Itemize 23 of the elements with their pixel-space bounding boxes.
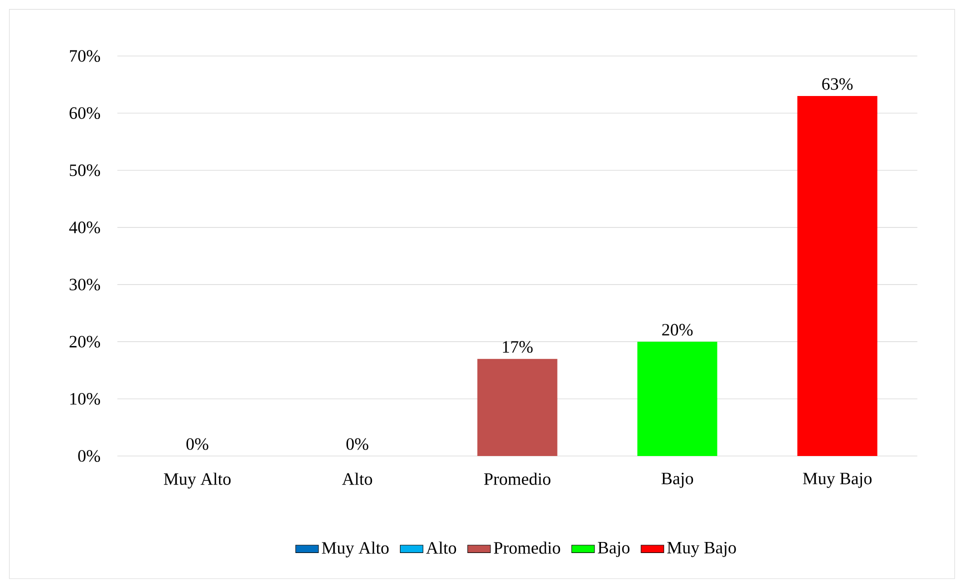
- legend-label: Muy Alto: [322, 542, 389, 558]
- x-tick-label: Muy Bajo: [802, 472, 872, 488]
- y-tick-label: 10%: [70, 392, 100, 405]
- data-label: 17%: [502, 341, 533, 353]
- y-tick-label: 30%: [70, 278, 100, 290]
- y-tick-label: 60%: [70, 107, 100, 120]
- y-tick-label: 20%: [70, 336, 100, 348]
- legend-label: Bajo: [598, 542, 630, 558]
- data-label: 20%: [662, 324, 693, 336]
- y-tick-label: 0%: [78, 450, 100, 462]
- x-tick-label: Alto: [342, 472, 372, 485]
- legend-label: Muy Bajo: [667, 542, 736, 558]
- y-tick-label: 50%: [70, 164, 100, 176]
- x-tick-label: Bajo: [661, 472, 694, 488]
- y-tick-label: 40%: [69, 222, 100, 234]
- x-tick-label: Promedio: [484, 472, 550, 485]
- legend-label: Promedio: [494, 542, 560, 554]
- data-label: 0%: [186, 438, 208, 450]
- data-label: 0%: [346, 438, 368, 450]
- x-tick-label: Muy Alto: [164, 472, 231, 488]
- y-tick-label: 70%: [70, 50, 100, 62]
- data-label: 63%: [822, 78, 853, 90]
- legend-label: Alto: [426, 542, 456, 554]
